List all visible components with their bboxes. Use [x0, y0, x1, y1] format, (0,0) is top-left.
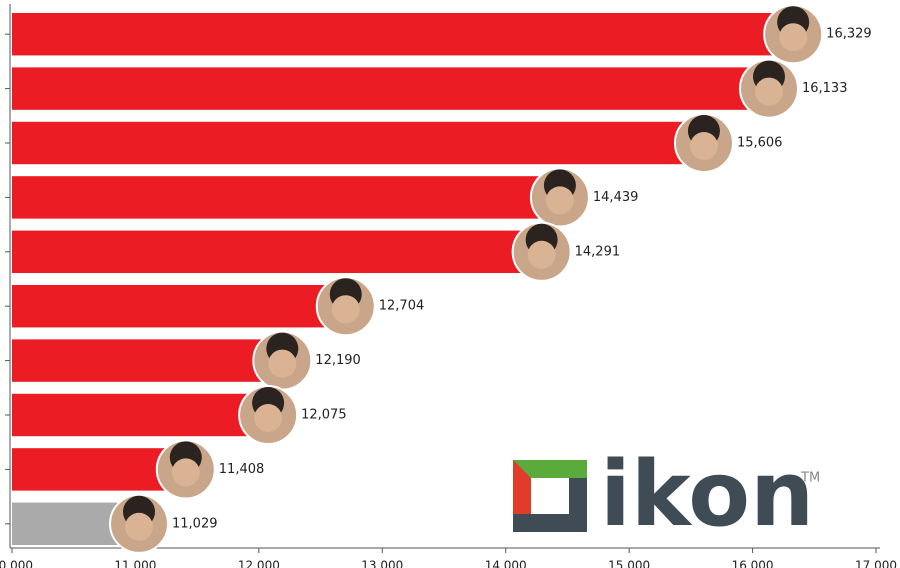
bar [12, 12, 794, 56]
portrait-face [171, 458, 200, 487]
value-label: 11,408 [219, 462, 264, 477]
logo-mark-hole [531, 478, 569, 514]
bar [12, 121, 704, 165]
bar [12, 339, 283, 382]
logo-tm: TM [800, 471, 820, 486]
bar [12, 67, 769, 110]
value-label: 11,029 [172, 516, 218, 531]
value-label: 12,190 [315, 353, 361, 368]
portrait-face [254, 404, 283, 432]
value-label: 16,133 [802, 81, 848, 96]
bar [12, 230, 542, 274]
value-label: 16,329 [826, 27, 872, 42]
x-tick-label: 15,000 [608, 559, 650, 568]
value-label: 14,439 [593, 190, 639, 205]
portrait-face [331, 295, 360, 324]
value-label: 15,606 [737, 136, 783, 151]
portrait-face [527, 240, 556, 269]
x-tick-label: 13,000 [361, 559, 403, 568]
x-tick-label: 11,000 [114, 559, 156, 568]
x-tick-label: 14,000 [485, 559, 527, 568]
value-label: 12,075 [301, 408, 347, 423]
x-tick-label: 17,000 [855, 559, 897, 568]
x-tick-label: 12,000 [238, 559, 280, 568]
value-label: 14,291 [575, 244, 621, 259]
logo-text: ikon [600, 442, 814, 547]
bar [12, 284, 346, 328]
portrait-face [779, 23, 808, 52]
portrait-face [689, 132, 718, 160]
bar [12, 176, 560, 219]
value-label: 12,704 [379, 299, 425, 314]
x-tick-label: 16,000 [732, 559, 774, 568]
x-tick-label: 10,000 [0, 559, 33, 568]
logo: ikon TM [513, 442, 820, 547]
portrait-face [545, 186, 574, 215]
portrait-face [754, 77, 783, 106]
logo-mark-green [513, 460, 587, 478]
portrait-face [125, 512, 154, 541]
portrait-face [268, 349, 297, 378]
bar [12, 393, 269, 437]
